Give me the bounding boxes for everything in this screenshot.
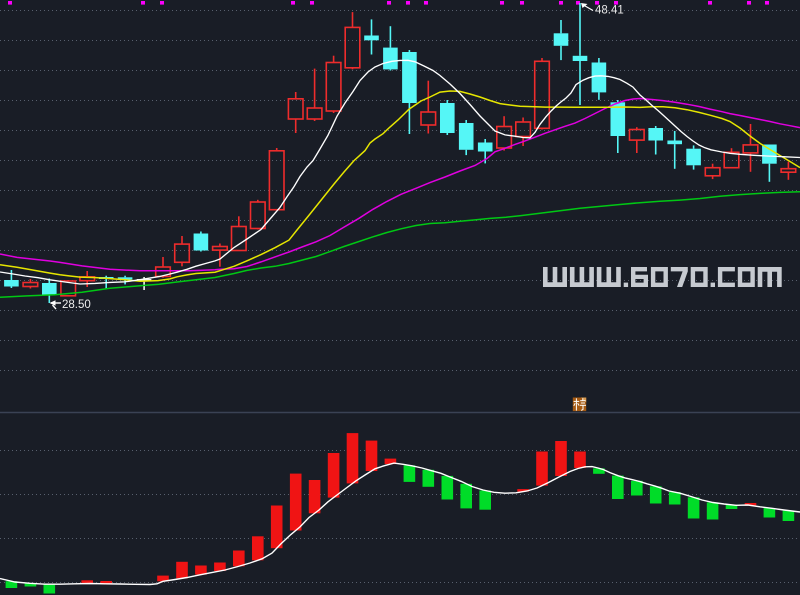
svg-text:48.41: 48.41 xyxy=(595,5,624,17)
svg-text:28.50: 28.50 xyxy=(62,299,91,311)
